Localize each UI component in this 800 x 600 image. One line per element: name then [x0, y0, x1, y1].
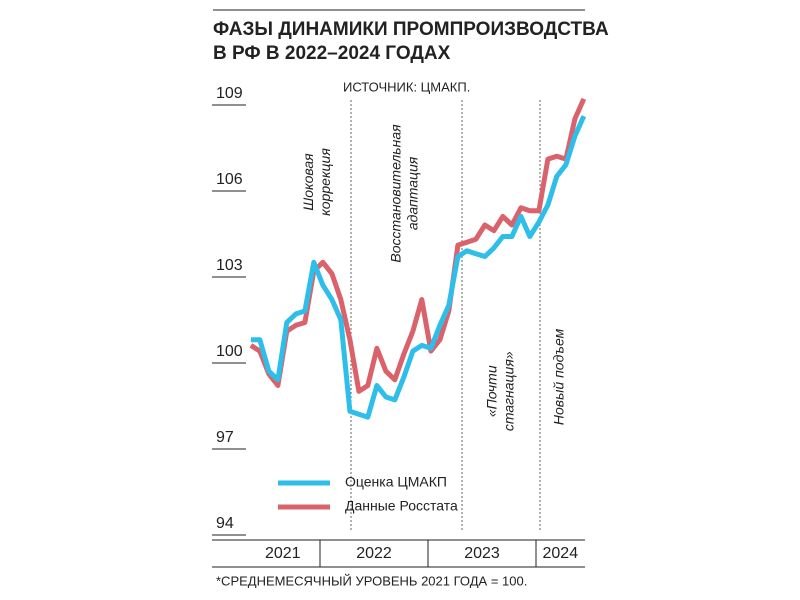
y-tick-label: 97: [216, 429, 234, 446]
x-tick-label: 2021: [265, 545, 301, 562]
phase-label: Новый подъем: [550, 328, 566, 425]
x-tick-label: 2022: [356, 545, 392, 562]
phase-text: Шоковая: [300, 153, 316, 211]
chart-title: ФАЗЫ ДИНАМИКИ ПРОМПРОИЗВОДСТВА: [213, 19, 609, 40]
series-line: [250, 115, 587, 420]
phase-label: «Почти стагнация»: [484, 351, 517, 431]
chart-title: В РФ В 2022–2024 ГОДАХ: [213, 43, 451, 64]
source: ИСТОЧНИК: ЦМАКП.: [343, 79, 470, 94]
x-tick-label: 2024: [543, 545, 579, 562]
phase-text: «Почти: [484, 365, 500, 417]
x-tick-label: 2023: [464, 545, 500, 562]
y-tick-label: 103: [216, 257, 243, 274]
phase-text: стагнация»: [501, 351, 517, 431]
footnote: *СРЕДНЕМЕСЯЧНЫЙ УРОВЕНЬ 2021 ГОДА = 100.: [216, 573, 527, 588]
phase-text: адаптация: [405, 156, 421, 230]
phase-label: Шоковая коррекция: [300, 148, 333, 216]
phase-label: Восстановительная адаптация: [388, 124, 421, 263]
phase-text: коррекция: [317, 148, 333, 216]
legend-label: Данные Росстата: [345, 498, 458, 514]
y-tick-label: 109: [216, 85, 243, 102]
y-tick-label: 94: [216, 515, 234, 532]
series-line: [249, 97, 587, 394]
legend-label: Оценка ЦМАКП: [345, 474, 447, 490]
phase-text: Новый подъем: [550, 328, 566, 425]
phase-text: Восстановительная: [388, 124, 404, 263]
y-tick-label: 100: [216, 343, 243, 360]
y-tick-label: 106: [216, 171, 243, 188]
